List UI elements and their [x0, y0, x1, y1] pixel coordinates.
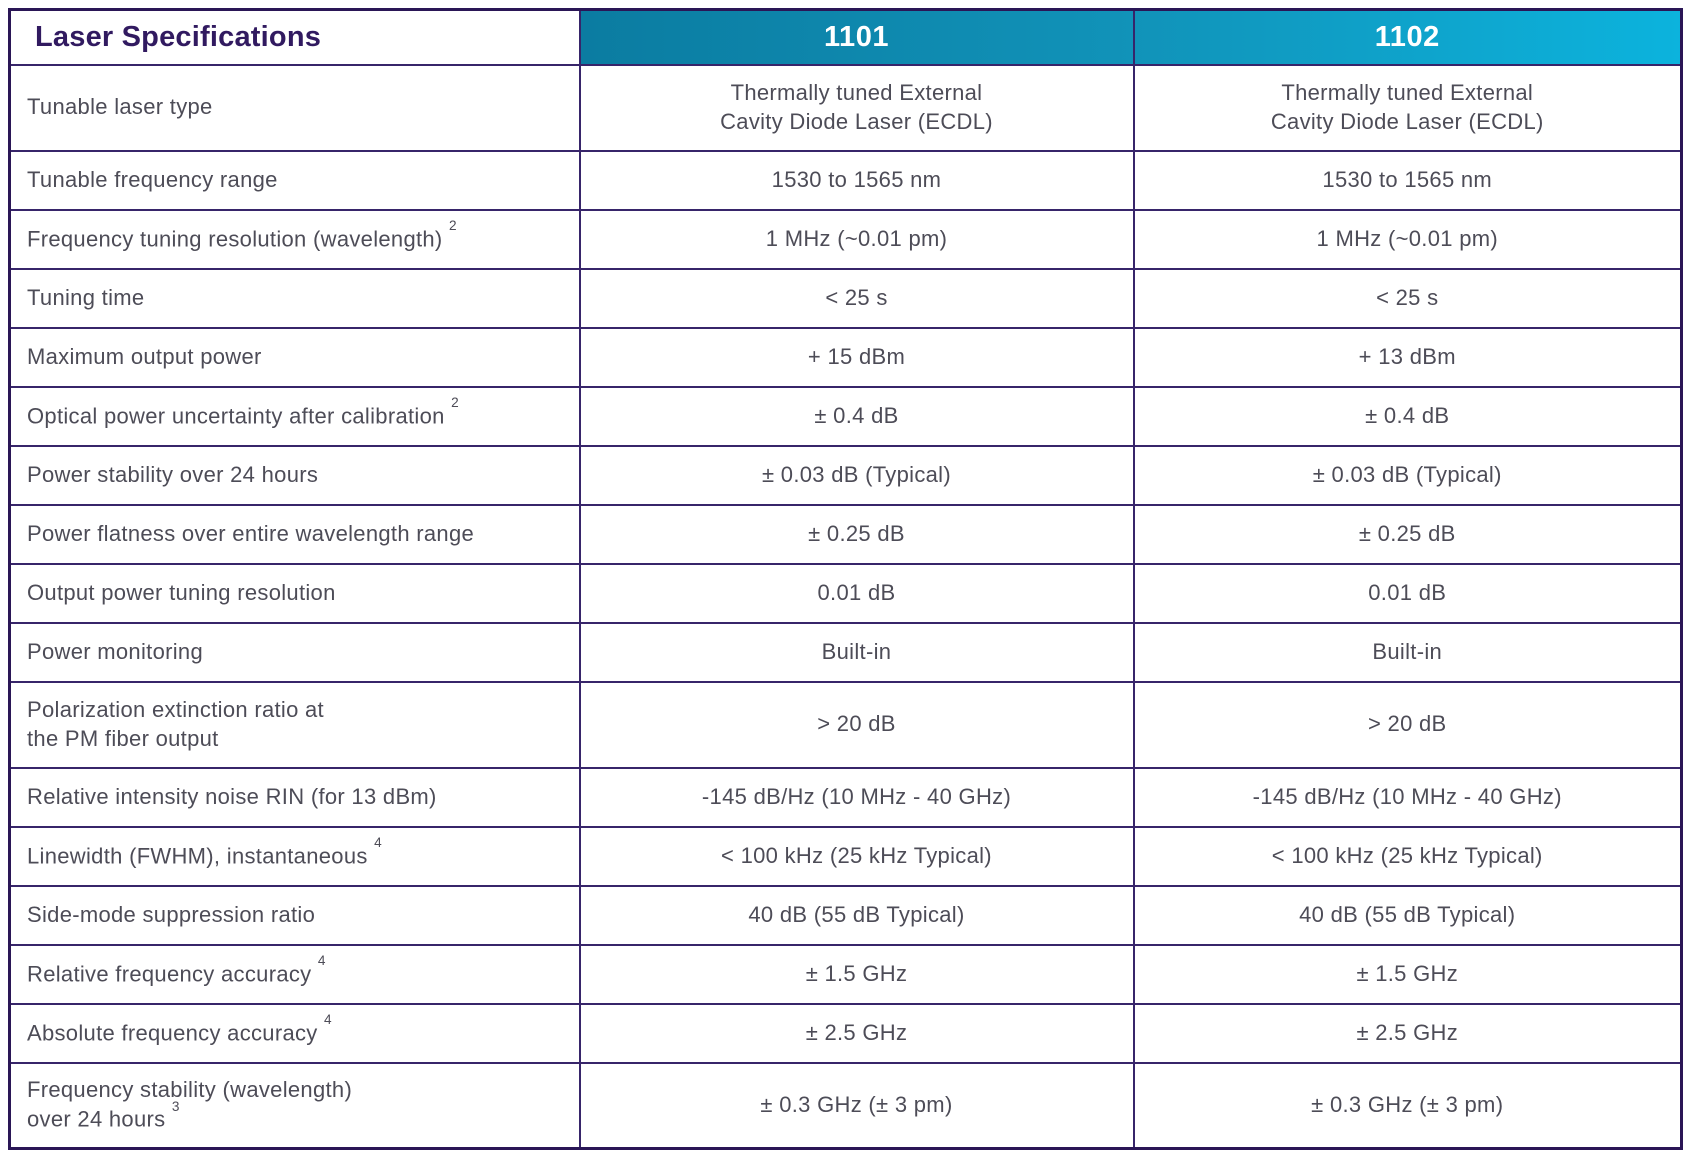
spec-label: Tunable laser type [8, 63, 581, 152]
spec-value: ± 1.5 GHz [1132, 943, 1683, 1005]
spec-label: Power stability over 24 hours [8, 444, 581, 506]
spec-row: Power flatness over entire wavelength ra… [8, 503, 1683, 565]
spec-value: ± 0.3 GHz (± 3 pm) [1132, 1061, 1683, 1150]
spec-label: Tuning time [8, 267, 581, 329]
spec-row: Tuning time < 25 s < 25 s [8, 267, 1683, 329]
spec-label: Linewidth (FWHM), instantaneous 4 [8, 825, 581, 887]
footnote-ref: 4 [317, 953, 326, 969]
spec-value: 1530 to 1565 nm [578, 149, 1135, 211]
spec-value: -145 dB/Hz (10 MHz - 40 GHz) [578, 766, 1135, 828]
table-body: Tunable laser type Thermally tuned Extern… [8, 63, 1683, 1150]
spec-row: Tunable frequency range 1530 to 1565 nm 15… [8, 149, 1683, 211]
footnote-ref: 3 [171, 1098, 180, 1114]
laser-specifications-table: Laser Specifications 1101 1102 Tunable l… [8, 8, 1683, 1150]
spec-value: Built-in [578, 621, 1135, 683]
spec-label: Relative frequency accuracy 4 [8, 943, 581, 1005]
spec-label: Optical power uncertainty after calibrat… [8, 385, 581, 447]
spec-value: > 20 dB [578, 680, 1135, 769]
spec-value: Built-in [1132, 621, 1683, 683]
spec-row: Frequency tuning resolution (wavelength)… [8, 208, 1683, 270]
footnote-ref: 4 [324, 1012, 332, 1028]
spec-value: ± 0.25 dB [578, 503, 1135, 565]
spec-value: 1 MHz (~0.01 pm) [578, 208, 1135, 270]
spec-label: Side-mode suppression ratio [8, 884, 581, 946]
spec-value: 0.01 dB [1132, 562, 1683, 624]
spec-row: Power stability over 24 hours ± 0.03 dB (… [8, 444, 1683, 506]
spec-label: Power monitoring [8, 621, 581, 683]
spec-row: Polarization extinction ratio at the PM … [8, 680, 1683, 769]
footnote-ref: 4 [374, 835, 382, 851]
spec-row: Optical power uncertainty after calibrat… [8, 385, 1683, 447]
spec-value: < 25 s [1132, 267, 1683, 329]
spec-value: < 25 s [578, 267, 1135, 329]
spec-value: ± 0.03 dB (Typical) [1132, 444, 1683, 506]
spec-value: 0.01 dB [578, 562, 1135, 624]
spec-row: Output power tuning resolution 0.01 dB 0.0… [8, 562, 1683, 624]
spec-row: Relative frequency accuracy 4 ± 1.5 GHz ± … [8, 943, 1683, 1005]
column-header-1101: 1101 [578, 8, 1135, 66]
spec-label: Output power tuning resolution [8, 562, 581, 624]
spec-label: Relative intensity noise RIN (for 13 dBm… [8, 766, 581, 828]
spec-value: 1 MHz (~0.01 pm) [1132, 208, 1683, 270]
footnote-ref: 2 [448, 218, 457, 234]
spec-label: Maximum output power [8, 326, 581, 388]
spec-value: + 15 dBm [578, 326, 1135, 388]
spec-row: Side-mode suppression ratio 40 dB (55 dB … [8, 884, 1683, 946]
header-row: Laser Specifications 1101 1102 [8, 8, 1683, 66]
spec-value: > 20 dB [1132, 680, 1683, 769]
spec-value: Thermally tuned External Cavity Diode La… [578, 63, 1135, 152]
spec-row: Tunable laser type Thermally tuned Extern… [8, 63, 1683, 152]
spec-value: ± 0.3 GHz (± 3 pm) [578, 1061, 1135, 1150]
column-header-1102: 1102 [1132, 8, 1683, 66]
spec-value: 40 dB (55 dB Typical) [578, 884, 1135, 946]
spec-label: Frequency tuning resolution (wavelength)… [8, 208, 581, 270]
spec-row: Linewidth (FWHM), instantaneous 4 < 100 k… [8, 825, 1683, 887]
spec-label: Polarization extinction ratio at the PM … [8, 680, 581, 769]
spec-row: Power monitoring Built-in Built-in [8, 621, 1683, 683]
spec-value: ± 1.5 GHz [578, 943, 1135, 1005]
spec-value: -145 dB/Hz (10 MHz - 40 GHz) [1132, 766, 1683, 828]
spec-value: ± 0.4 dB [1132, 385, 1683, 447]
spec-value: ± 2.5 GHz [1132, 1002, 1683, 1064]
spec-label: Absolute frequency accuracy 4 [8, 1002, 581, 1064]
spec-value: ± 2.5 GHz [578, 1002, 1135, 1064]
spec-value: ± 0.4 dB [578, 385, 1135, 447]
table-header: Laser Specifications 1101 1102 [8, 8, 1683, 66]
spec-value: Thermally tuned External Cavity Diode La… [1132, 63, 1683, 152]
spec-value: 40 dB (55 dB Typical) [1132, 884, 1683, 946]
spec-value: 1530 to 1565 nm [1132, 149, 1683, 211]
spec-label: Power flatness over entire wavelength ra… [8, 503, 581, 565]
footnote-ref: 2 [451, 395, 459, 411]
spec-value: + 13 dBm [1132, 326, 1683, 388]
spec-value: ± 0.25 dB [1132, 503, 1683, 565]
spec-row: Maximum output power + 15 dBm + 13 dBm [8, 326, 1683, 388]
spec-row: Relative intensity noise RIN (for 13 dBm… [8, 766, 1683, 828]
spec-row: Frequency stability (wavelength) over 24… [8, 1061, 1683, 1150]
spec-label: Tunable frequency range [8, 149, 581, 211]
spec-value: ± 0.03 dB (Typical) [578, 444, 1135, 506]
spec-value: < 100 kHz (25 kHz Typical) [578, 825, 1135, 887]
spec-label: Frequency stability (wavelength) over 24… [8, 1061, 581, 1150]
spec-row: Absolute frequency accuracy 4 ± 2.5 GHz ± … [8, 1002, 1683, 1064]
table-title: Laser Specifications [8, 8, 581, 66]
spec-value: < 100 kHz (25 kHz Typical) [1132, 825, 1683, 887]
